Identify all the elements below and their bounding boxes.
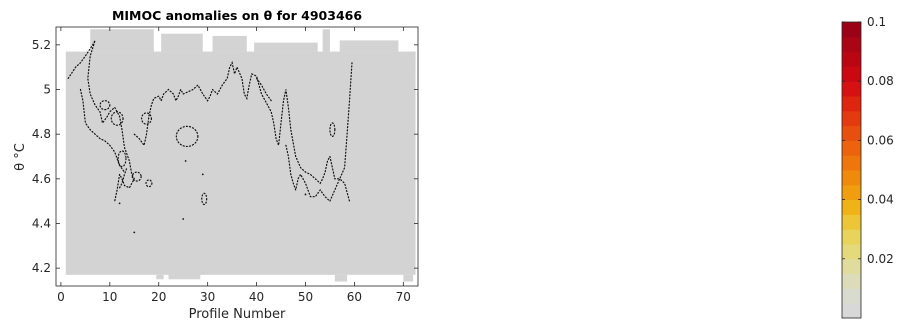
colorbar-segment [842, 214, 861, 230]
y-tick-label: 4.4 [32, 216, 51, 230]
x-tick-label: 50 [298, 290, 313, 304]
x-tick-label: 70 [396, 290, 411, 304]
anomaly-field-cell [65, 51, 416, 275]
colorbar-segment [842, 303, 861, 319]
colorbar-segment [842, 51, 861, 67]
contour-loop [141, 112, 152, 125]
contour-dot [118, 202, 121, 205]
contour-line [67, 40, 135, 202]
colorbar-tick-label: 0.08 [867, 74, 894, 88]
colorbar-segment [842, 36, 861, 53]
contour-line [133, 60, 353, 185]
contour-line [119, 167, 128, 189]
anomaly-field-cell [339, 40, 399, 52]
x-tick-label: 20 [151, 290, 166, 304]
contour-loop [117, 150, 127, 168]
y-axis-ticks: 4.2 4.4 4.6 4.8 5 5.2 [32, 38, 418, 275]
anomaly-field-cell [156, 274, 164, 280]
colorbar-segment [842, 66, 861, 82]
plot-area [55, 26, 419, 287]
colorbar-segment [842, 229, 861, 245]
contour-dot [304, 193, 307, 196]
colorbar-segment [842, 244, 861, 260]
colorbar-segment [842, 125, 861, 141]
colorbar-segment [842, 288, 861, 304]
contour-line [79, 88, 126, 173]
anomaly-field-cell [212, 35, 247, 52]
x-axis-ticks: 0 10 20 30 40 50 60 70 [57, 27, 411, 304]
y-tick-label: 4.2 [32, 261, 51, 275]
contour-dot [184, 160, 187, 162]
x-tick-label: 10 [102, 290, 117, 304]
contour-loop [99, 100, 111, 111]
anomaly-field-cell [90, 29, 154, 52]
y-tick-label: 4.8 [32, 127, 51, 141]
y-tick-label: 5.2 [32, 38, 51, 52]
colorbar-segment [842, 110, 861, 127]
colorbar-segment [842, 170, 861, 186]
anomaly-field-cell [403, 274, 414, 282]
y-axis-label: θ °C [13, 143, 28, 171]
contour-loop [201, 192, 208, 206]
contour-dot [201, 173, 204, 176]
colorbar-frame [841, 21, 862, 319]
anomaly-field-cell [322, 29, 330, 52]
colorbar-segment [842, 96, 861, 112]
anomaly-field-cell [168, 263, 201, 280]
anomaly-field-cell [161, 33, 203, 52]
colorbar-segment [842, 258, 861, 275]
contour-loop [329, 122, 336, 138]
colorbar-tick-label: 0.04 [867, 193, 894, 207]
x-axis-label: Profile Number [189, 307, 286, 322]
x-tick-label: 0 [57, 290, 65, 304]
contour-dot [182, 218, 185, 220]
colorbar-segment [842, 81, 861, 97]
anomaly-field-cell [334, 274, 348, 282]
contour-line [256, 77, 272, 102]
contour-loop [110, 111, 124, 126]
colorbar-segment [842, 22, 861, 38]
colorbar-tick-label: 0.06 [867, 133, 894, 147]
axes-box [55, 26, 419, 287]
colorbar-segment [842, 140, 861, 156]
colorbar-segment [842, 155, 861, 171]
colorbar-segment [842, 273, 861, 289]
anomaly-field-cell [254, 42, 318, 52]
colorbar-tick-label: 0.02 [867, 252, 894, 266]
y-tick-label: 4.6 [32, 172, 51, 186]
x-tick-label: 60 [347, 290, 362, 304]
x-tick-label: 40 [249, 290, 264, 304]
y-tick-label: 5 [43, 83, 51, 97]
x-tick-label: 30 [200, 290, 215, 304]
contour-loop [175, 125, 199, 148]
colorbar-segment [842, 184, 861, 201]
colorbar-segment [842, 199, 861, 215]
anomaly-field-cell [403, 51, 416, 68]
contour-line [285, 144, 351, 203]
contour-loop [131, 171, 142, 182]
colorbar-tick-label: 0.1 [867, 15, 886, 29]
chart-title: MIMOC anomalies on θ for 4903466 [112, 8, 362, 23]
colorbar: 0.02 0.04 0.06 0.08 0.1 [841, 15, 894, 319]
contour-dot [133, 231, 136, 234]
contour-loop [145, 179, 153, 188]
